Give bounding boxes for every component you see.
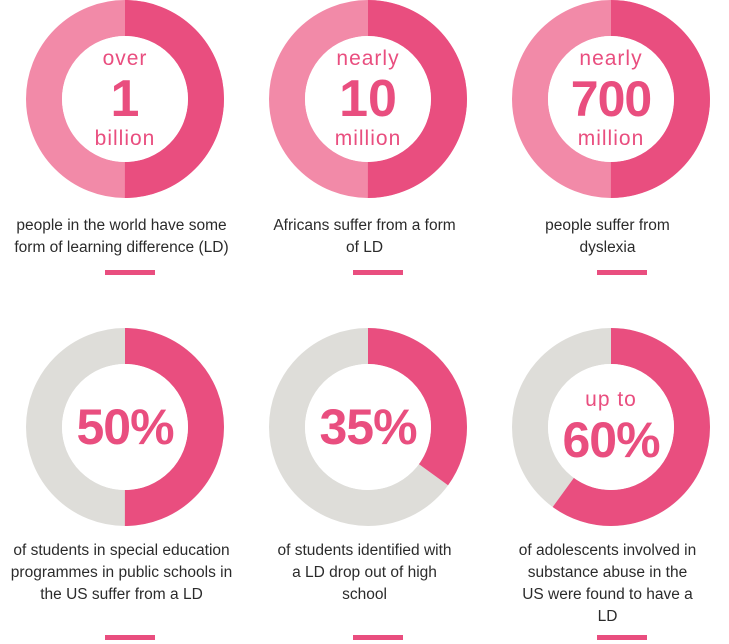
donut-label: 50% <box>26 328 224 526</box>
stat-value: 1 <box>110 70 140 128</box>
donut-svg <box>26 0 224 198</box>
divider-bar <box>597 635 647 640</box>
divider-bar <box>105 635 155 640</box>
stat-caption: Africans suffer from a form of LD <box>273 217 456 256</box>
stat-caption: people in the world have some form of le… <box>14 217 229 256</box>
donut-value-arc <box>512 0 710 198</box>
stat-suffix: million <box>334 127 402 150</box>
donut-svg <box>512 0 710 198</box>
donut-chart: 50% <box>26 328 224 526</box>
stat-value: 700 <box>570 71 652 127</box>
donut-hole <box>548 364 674 490</box>
donut-svg <box>512 328 710 526</box>
stat-1: over 1 billion <box>0 0 243 198</box>
donut-hole <box>305 364 431 490</box>
stat-prefix: over <box>102 47 148 70</box>
stat-caption: of students in special education program… <box>10 542 233 603</box>
stat-6: up to 60% <box>486 328 729 526</box>
divider-bar <box>353 635 403 640</box>
stat-prefix: nearly <box>579 47 643 70</box>
stat-value: 10 <box>339 70 397 128</box>
donut-value-arc <box>269 328 467 526</box>
donut-label: nearly 700 million <box>512 0 710 198</box>
donut-hole <box>305 36 431 162</box>
stat-3: nearly 700 million <box>486 0 729 198</box>
donut-chart: nearly 700 million <box>512 0 710 198</box>
divider-bar <box>105 270 155 275</box>
donut-value-arc <box>269 0 467 198</box>
stat-2: nearly 10 million <box>243 0 486 198</box>
donut-label: up to 60% <box>512 328 710 526</box>
donut-chart: over 1 billion <box>26 0 224 198</box>
donut-hole <box>548 36 674 162</box>
stat-caption: of adolescents involved in substance abu… <box>518 542 697 625</box>
stat-prefix: up to <box>585 388 637 411</box>
stat-5: 35% <box>243 328 486 526</box>
stat-caption: of students identified with a LD drop ou… <box>277 542 452 603</box>
donut-svg <box>269 328 467 526</box>
donut-svg <box>269 0 467 198</box>
stat-value: 60% <box>562 412 660 468</box>
donut-chart: 35% <box>269 328 467 526</box>
donut-value-arc <box>512 328 710 526</box>
donut-value-arc <box>26 328 224 526</box>
donut-value-arc <box>26 0 224 198</box>
divider-bar <box>597 270 647 275</box>
divider-bar <box>353 270 403 275</box>
stat-value: 50% <box>76 399 174 455</box>
donut-chart: nearly 10 million <box>269 0 467 198</box>
stat-4: 50% <box>0 328 243 526</box>
stat-value: 35% <box>319 399 417 455</box>
donut-chart: up to 60% <box>512 328 710 526</box>
stat-suffix: billion <box>94 127 156 150</box>
donut-svg <box>26 328 224 526</box>
stat-suffix: million <box>577 127 645 150</box>
stat-caption: people suffer from dyslexia <box>545 217 670 256</box>
donut-label: nearly 10 million <box>269 0 467 198</box>
donut-hole <box>62 364 188 490</box>
stat-prefix: nearly <box>336 47 400 70</box>
donut-label: over 1 billion <box>26 0 224 198</box>
donut-label: 35% <box>269 328 467 526</box>
donut-hole <box>62 36 188 162</box>
